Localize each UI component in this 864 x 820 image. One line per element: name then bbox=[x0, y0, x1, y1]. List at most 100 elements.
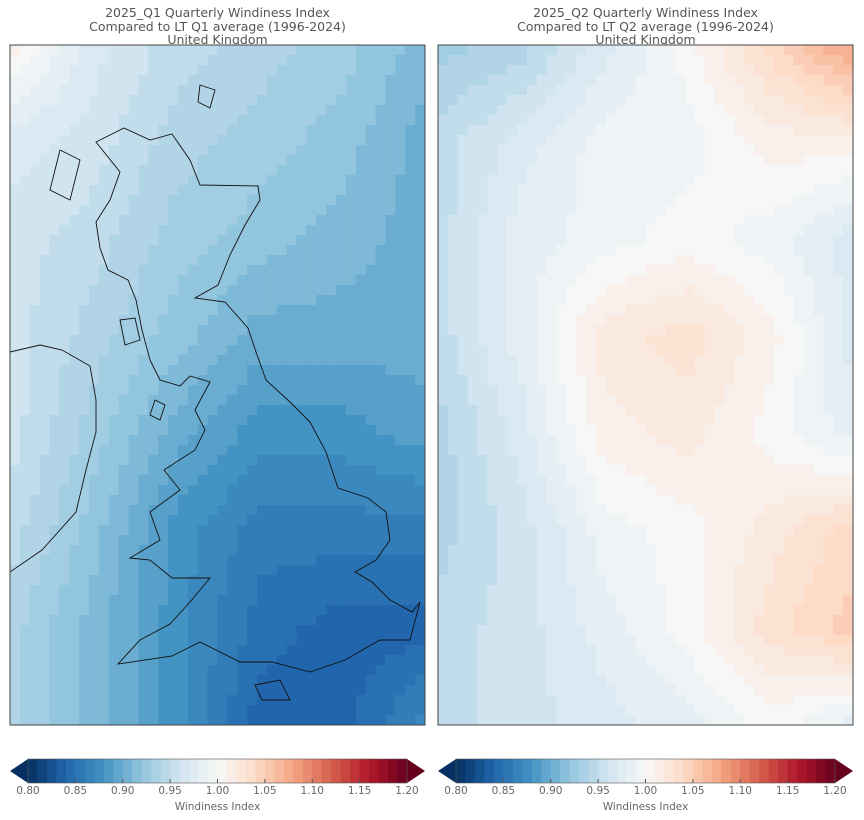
heatmap-cell bbox=[724, 175, 736, 186]
heatmap-cell bbox=[138, 675, 149, 686]
heatmap-cell bbox=[556, 385, 568, 396]
heatmap-cell bbox=[438, 165, 449, 176]
heatmap-cell bbox=[803, 75, 815, 86]
heatmap-cell bbox=[118, 225, 130, 236]
heatmap-cell bbox=[207, 255, 219, 266]
heatmap-cell bbox=[89, 565, 100, 576]
heatmap-cell bbox=[744, 195, 755, 206]
heatmap-cell bbox=[477, 225, 489, 236]
heatmap-cell bbox=[714, 205, 726, 216]
heatmap-cell bbox=[477, 205, 489, 216]
heatmap-cell bbox=[29, 235, 41, 246]
heatmap-cell bbox=[247, 625, 258, 636]
heatmap-cell bbox=[576, 45, 587, 56]
heatmap-cell bbox=[536, 75, 548, 86]
heatmap-cell bbox=[158, 195, 169, 206]
heatmap-cell bbox=[118, 245, 130, 256]
heatmap-cell bbox=[843, 335, 853, 346]
heatmap-cell bbox=[487, 105, 498, 116]
heatmap-cell bbox=[395, 65, 406, 76]
heatmap-cell bbox=[98, 85, 110, 96]
heatmap-cell bbox=[803, 85, 815, 96]
heatmap-cell bbox=[326, 215, 337, 226]
heatmap-cell bbox=[685, 245, 696, 256]
heatmap-cell bbox=[247, 465, 258, 476]
heatmap-cell bbox=[148, 455, 159, 466]
heatmap-cell bbox=[10, 205, 21, 216]
heatmap-cell bbox=[566, 65, 577, 76]
heatmap-cell bbox=[724, 235, 736, 246]
heatmap-cell bbox=[207, 315, 219, 326]
heatmap-cell bbox=[217, 75, 228, 86]
heatmap-cell bbox=[197, 365, 209, 376]
heatmap-cell bbox=[296, 95, 308, 106]
heatmap-cell bbox=[138, 535, 149, 546]
heatmap-cell bbox=[197, 255, 209, 266]
heatmap-cell bbox=[19, 315, 31, 326]
heatmap-cell bbox=[227, 315, 238, 326]
heatmap-cell bbox=[326, 325, 337, 336]
heatmap-cell bbox=[257, 335, 268, 346]
heatmap-cell bbox=[247, 295, 258, 306]
heatmap-cell bbox=[207, 465, 219, 476]
heatmap-cell bbox=[375, 445, 387, 456]
heatmap-cell bbox=[665, 145, 676, 156]
heatmap-cell bbox=[118, 495, 130, 506]
heatmap-cell bbox=[355, 195, 367, 206]
heatmap-cell bbox=[10, 425, 21, 436]
heatmap-cell bbox=[197, 65, 209, 76]
heatmap-cell bbox=[477, 345, 489, 356]
heatmap-cell bbox=[605, 75, 617, 86]
heatmap-cell bbox=[823, 55, 834, 66]
heatmap-cell bbox=[526, 455, 538, 466]
heatmap-cell bbox=[98, 365, 110, 376]
heatmap-cell bbox=[457, 375, 469, 386]
heatmap-cell bbox=[276, 325, 288, 336]
heatmap-cell bbox=[773, 205, 785, 216]
heatmap-cell bbox=[457, 415, 469, 426]
heatmap-cell bbox=[665, 345, 676, 356]
heatmap-cell bbox=[655, 475, 666, 486]
heatmap-cell bbox=[138, 55, 149, 66]
heatmap-cell bbox=[744, 355, 755, 366]
heatmap-cell bbox=[734, 325, 745, 336]
heatmap-cell bbox=[744, 185, 755, 196]
heatmap-cell bbox=[764, 185, 775, 196]
heatmap-cell bbox=[79, 325, 90, 336]
heatmap-cell bbox=[266, 675, 278, 686]
heatmap-cell bbox=[843, 55, 853, 66]
heatmap-cell bbox=[266, 435, 278, 446]
heatmap-cell bbox=[19, 95, 31, 106]
heatmap-cell bbox=[507, 235, 518, 246]
heatmap-cell bbox=[345, 405, 357, 416]
heatmap-cell bbox=[355, 655, 367, 666]
heatmap-cell bbox=[276, 105, 288, 116]
heatmap-cell bbox=[395, 155, 406, 166]
heatmap-cell bbox=[615, 225, 627, 236]
heatmap-cell bbox=[665, 305, 676, 316]
heatmap-cell bbox=[336, 125, 347, 136]
heatmap-cell bbox=[247, 165, 258, 176]
heatmap-cell bbox=[266, 425, 278, 436]
heatmap-cell bbox=[823, 445, 834, 456]
heatmap-cell bbox=[536, 95, 548, 106]
heatmap-cell bbox=[168, 565, 179, 576]
heatmap-cell bbox=[405, 225, 416, 236]
heatmap-cell bbox=[59, 585, 70, 596]
heatmap-cell bbox=[744, 305, 755, 316]
heatmap-cell bbox=[596, 275, 607, 286]
heatmap-cell bbox=[355, 535, 367, 546]
heatmap-cell bbox=[69, 185, 80, 196]
heatmap-cell bbox=[296, 395, 308, 406]
heatmap-cell bbox=[257, 65, 268, 76]
heatmap-cell bbox=[526, 515, 538, 526]
heatmap-cell bbox=[365, 625, 377, 636]
heatmap-cell bbox=[316, 95, 327, 106]
heatmap-cell bbox=[365, 715, 377, 725]
heatmap-cell bbox=[247, 485, 258, 496]
heatmap-cell bbox=[108, 285, 120, 296]
heatmap-cell bbox=[197, 435, 209, 446]
heatmap-cell bbox=[19, 385, 31, 396]
heatmap-cell bbox=[247, 325, 258, 336]
heatmap-cell bbox=[266, 125, 278, 136]
